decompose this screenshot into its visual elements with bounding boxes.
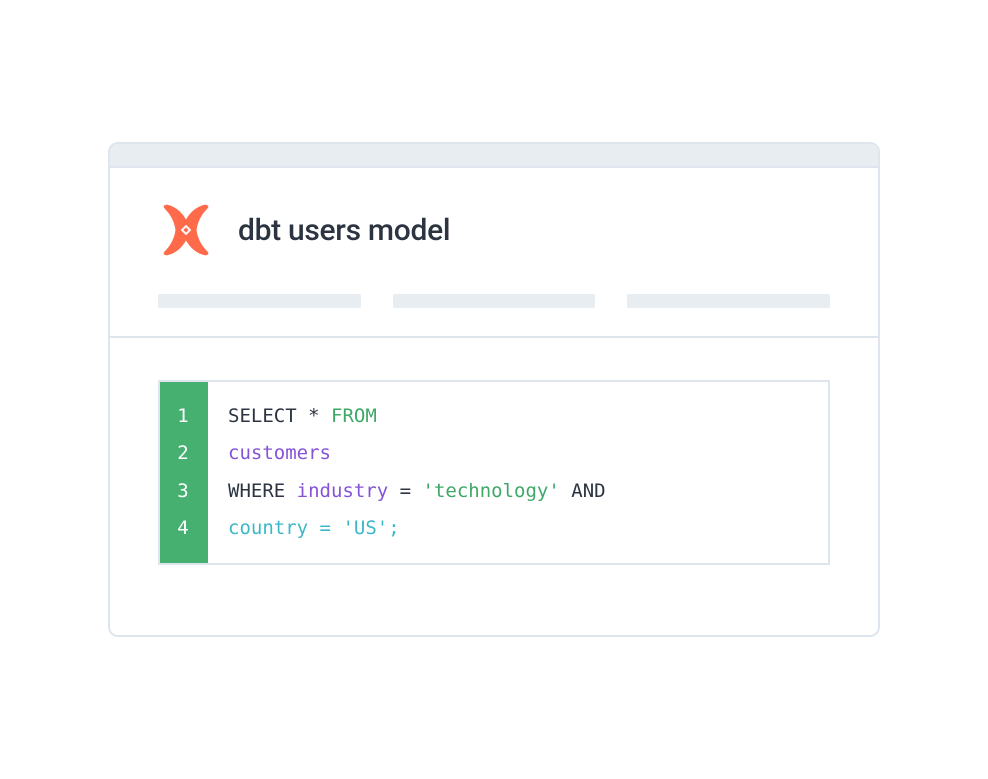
line-number-gutter: 1 2 3 4	[160, 382, 208, 562]
line-number: 1	[174, 398, 192, 435]
code-line: customers	[228, 435, 606, 472]
placeholder-bar	[627, 294, 830, 308]
code-lines: SELECT * FROM customers WHERE industry =	[208, 382, 626, 562]
sql-token: country	[228, 517, 308, 539]
sql-token: =	[320, 517, 331, 539]
header-section: dbt users model	[110, 168, 878, 338]
sql-token: industry	[297, 480, 389, 502]
header-title-row: dbt users model	[158, 202, 830, 258]
code-line: SELECT * FROM	[228, 398, 606, 435]
line-number: 2	[174, 435, 192, 472]
sql-token: SELECT	[228, 405, 297, 427]
dbt-logo-icon	[158, 202, 214, 258]
page-title: dbt users model	[238, 213, 450, 248]
code-line: country = 'US';	[228, 510, 606, 547]
sql-token: 'US'	[342, 517, 388, 539]
window-frame: dbt users model 1 2 3 4 SELECT * FRO	[108, 142, 880, 636]
sql-token: WHERE	[228, 480, 285, 502]
sql-token: 'technology'	[423, 480, 560, 502]
window-titlebar	[110, 144, 878, 168]
line-number: 4	[174, 510, 192, 547]
line-number: 3	[174, 473, 192, 510]
sql-code-block: 1 2 3 4 SELECT * FROM customers WHERE	[158, 380, 830, 564]
sql-token: customers	[228, 442, 331, 464]
sql-token: FROM	[331, 405, 377, 427]
content-section: 1 2 3 4 SELECT * FROM customers WHERE	[110, 338, 878, 634]
placeholder-bar	[393, 294, 596, 308]
sql-token: =	[400, 480, 411, 502]
sql-token: ;	[388, 517, 399, 539]
placeholder-bar	[158, 294, 361, 308]
tab-placeholder-row	[158, 294, 830, 308]
code-line: WHERE industry = 'technology' AND	[228, 473, 606, 510]
sql-token: *	[308, 405, 319, 427]
sql-token: AND	[571, 480, 605, 502]
